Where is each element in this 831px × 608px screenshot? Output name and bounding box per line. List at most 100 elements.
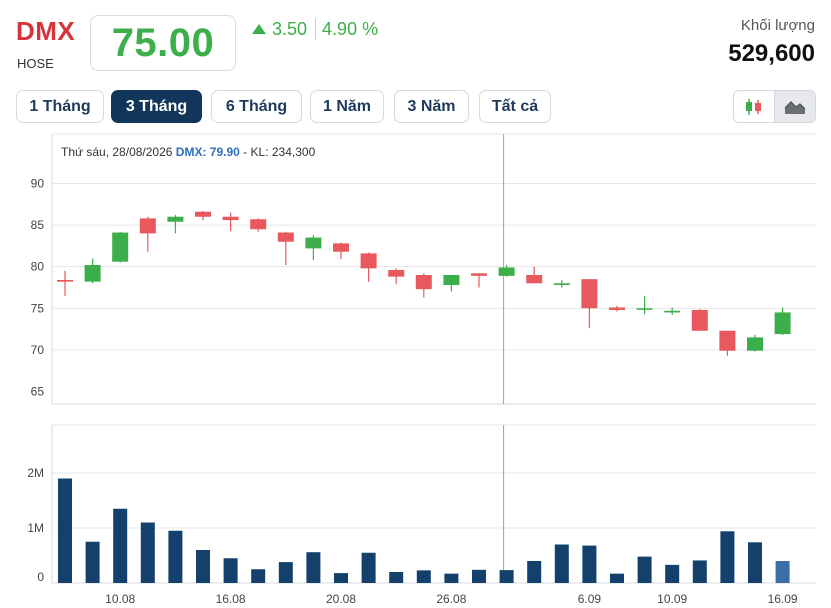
candle-body: [57, 279, 73, 282]
volume-bar: [637, 556, 652, 583]
volume-bar: [527, 561, 542, 583]
volume-bar: [775, 561, 790, 583]
candle-body: [609, 307, 625, 310]
candle-body: [84, 265, 101, 282]
volume-tick-label: 1M: [27, 521, 44, 535]
date-tick-label: 26.08: [436, 592, 466, 606]
price-tick-label: 75: [31, 301, 45, 315]
volume-bar: [554, 544, 569, 583]
candlestick-button[interactable]: [734, 91, 774, 122]
toggle-divider: [774, 91, 775, 122]
crosshair-volume: KL: 234,300: [250, 145, 316, 159]
candle-body: [277, 232, 294, 242]
price-tick-label: 80: [31, 260, 45, 274]
date-tick-label: 16.09: [768, 592, 798, 606]
change-percent: 4.90 %: [322, 18, 379, 39]
candle-body: [305, 237, 322, 249]
candle-body: [774, 312, 791, 335]
candle-body: [112, 232, 129, 262]
chart-type-toggle: [733, 90, 816, 123]
volume-bar: [168, 530, 183, 583]
date-tick-label: 10.08: [105, 592, 135, 606]
volume-bar: [58, 478, 72, 583]
volume-bar: [748, 542, 762, 583]
range-button-3m[interactable]: 3 Tháng: [111, 90, 202, 123]
date-tick-label: 16.08: [216, 592, 246, 606]
candle-body: [250, 219, 267, 230]
candle-body: [222, 216, 239, 221]
range-button-all[interactable]: Tất cả: [479, 90, 551, 123]
candle-body: [526, 275, 543, 284]
volume-bar: [113, 508, 128, 583]
exchange-label: HOSE: [17, 56, 54, 71]
volume-bar: [499, 570, 514, 583]
volume-bar: [278, 562, 293, 583]
range-button-1m[interactable]: 1 Tháng: [16, 90, 104, 123]
ticker-symbol: DMX: [16, 16, 76, 46]
crosshair-separator: -: [243, 145, 248, 159]
volume-bar: [692, 560, 707, 583]
price-tick-label: 70: [31, 343, 45, 357]
date-tick-label: 20.08: [326, 592, 356, 606]
candle-body: [471, 273, 487, 276]
candle-body: [747, 337, 763, 351]
volume-bar: [361, 552, 376, 583]
volume-bar: [334, 573, 348, 583]
range-button-3y[interactable]: 3 Năm: [394, 90, 469, 123]
volume-series: [58, 478, 790, 583]
volume-bar: [306, 552, 321, 583]
volume-bar: [85, 541, 100, 583]
crosshair-price: DMX: 79.90: [175, 145, 240, 159]
volume-bar: [472, 569, 486, 583]
candle-body: [443, 275, 460, 285]
volume-bar: [720, 531, 735, 583]
price-tick-label: 65: [31, 385, 45, 399]
candle-body: [415, 275, 432, 290]
volume-bar: [416, 570, 431, 583]
candle-body: [333, 243, 349, 252]
area-chart-button[interactable]: [775, 91, 815, 122]
volume-bar: [582, 545, 597, 583]
change-divider: [315, 18, 317, 40]
candle-body: [553, 283, 570, 285]
volume-bar: [665, 564, 680, 583]
date-tick-label: 10.09: [657, 592, 687, 606]
volume-label: Khối lượng: [740, 17, 815, 34]
range-button-1y[interactable]: 1 Năm: [310, 90, 384, 123]
area-chart-icon: [784, 100, 806, 114]
candle-body: [167, 216, 184, 222]
change-value: 3.50: [272, 18, 308, 39]
candle-body: [139, 218, 156, 234]
volume-bar: [223, 558, 238, 583]
volume-bar: [389, 572, 404, 583]
crosshair-info: Thứ sáu, 28/08/2026 DMX: 79.90 - KL: 234…: [61, 145, 315, 159]
price-tick-label: 85: [31, 218, 45, 232]
range-button-6m[interactable]: 6 Tháng: [211, 90, 302, 123]
candle-body: [195, 211, 211, 217]
volume-tick-label: 0: [37, 570, 44, 584]
date-axis: 10.08 16.08 20.08 26.08 6.09 10.09 16.09: [105, 592, 798, 606]
candle-body: [498, 267, 515, 276]
candle-body: [636, 308, 653, 310]
price-tick-label: 90: [31, 176, 45, 190]
volume-bar: [140, 522, 155, 583]
price-grid: 65 70 75 80 85 90: [31, 133, 816, 405]
date-tick-label: 6.09: [578, 592, 602, 606]
candle-body: [664, 310, 681, 313]
candle-body: [691, 309, 708, 331]
price-box: 75.00: [90, 15, 236, 71]
candle-body: [719, 330, 736, 351]
price-change: 3.50 4.90 %: [252, 18, 378, 40]
volume-tick-label: 2M: [27, 466, 44, 480]
candlestick-icon: [746, 98, 761, 115]
candle-body: [360, 253, 377, 269]
volume-bar: [444, 573, 459, 583]
candlestick-series: [57, 210, 791, 356]
candle-body: [388, 270, 405, 277]
volume-bar: [251, 569, 266, 583]
current-price: 75.00: [111, 20, 215, 65]
volume-value: 529,600: [728, 40, 815, 67]
candle-body: [581, 279, 598, 309]
up-arrow-icon: [252, 24, 266, 34]
